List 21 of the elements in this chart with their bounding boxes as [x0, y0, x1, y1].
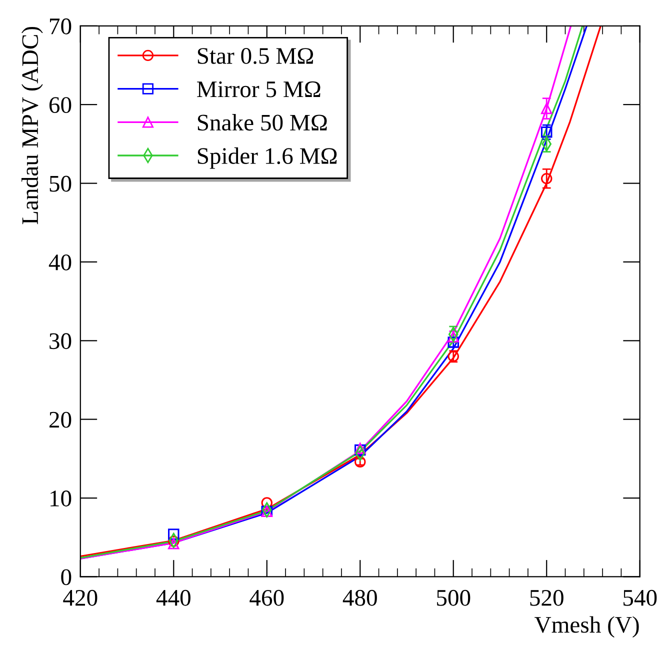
legend-label: Snake 50 MΩ [198, 114, 327, 131]
legend-label: Mirror 5 MΩ [197, 81, 320, 98]
x-tick-label: 520 [530, 590, 564, 606]
x-tick-label: 540 [624, 590, 657, 606]
x-tick-label: 460 [250, 590, 284, 606]
x-tick-label: 500 [437, 590, 470, 606]
y-tick-label: 30 [50, 333, 72, 350]
x-tick-label: 440 [156, 590, 190, 606]
legend-label: Spider 1.6 MΩ [198, 147, 337, 169]
y-tick-label: 50 [50, 176, 72, 192]
y-axis-title: Landau MPV (ADC) [21, 26, 43, 224]
y-tick-label: 10 [50, 490, 72, 506]
x-axis-title: Vmesh (V) [534, 616, 639, 638]
x-tick-label: 480 [342, 590, 377, 606]
y-tick-label: 40 [48, 254, 72, 270]
y-tick-label: 0 [61, 569, 72, 586]
y-tick-label: 60 [49, 97, 72, 114]
y-tick-label: 20 [49, 412, 72, 428]
y-tick-label: 70 [50, 18, 72, 34]
legend-label: Star 0.5 MΩ [198, 48, 314, 64]
x-tick-label: 420 [63, 590, 98, 606]
